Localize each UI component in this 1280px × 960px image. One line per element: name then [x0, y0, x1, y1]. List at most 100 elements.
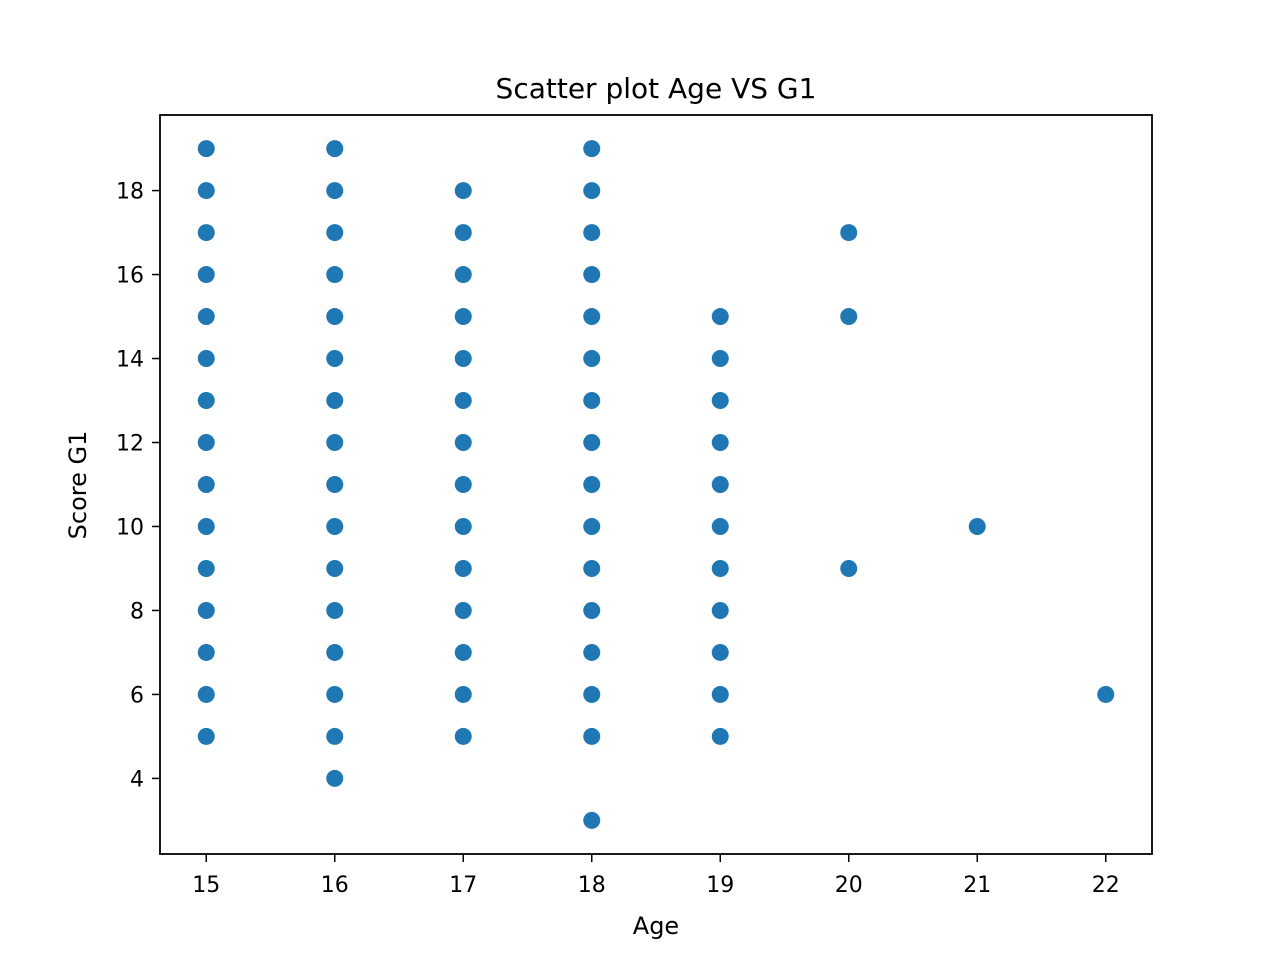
data-point [711, 308, 729, 326]
data-point [583, 434, 601, 452]
y-tick-label: 6 [130, 683, 144, 708]
data-point [326, 517, 344, 535]
y-tick-label: 4 [130, 767, 144, 792]
data-point [197, 727, 215, 745]
data-point [197, 476, 215, 493]
data-point [326, 434, 344, 452]
data-point [326, 392, 344, 410]
data-point [583, 140, 601, 158]
data-point [326, 266, 344, 284]
data-point [326, 308, 344, 326]
x-tick-label: 18 [578, 873, 606, 898]
data-point [583, 392, 601, 410]
data-point [326, 685, 344, 703]
data-point [583, 517, 601, 535]
data-point [454, 685, 472, 703]
data-point [583, 643, 601, 661]
x-tick-label: 15 [192, 873, 220, 898]
data-point [197, 643, 215, 661]
data-point [583, 308, 601, 326]
data-point [197, 224, 215, 242]
data-point [711, 601, 729, 619]
data-point [326, 769, 344, 787]
data-point [326, 140, 344, 158]
data-point [326, 601, 344, 619]
x-axis-label: Age [633, 912, 679, 940]
data-point [583, 224, 601, 242]
chart-title: Scatter plot Age VS G1 [496, 72, 817, 105]
data-point [583, 685, 601, 703]
x-axis: 15 16 17 18 19 20 21 22 [192, 854, 1120, 898]
y-tick-label: 16 [116, 264, 144, 289]
y-tick-label: 14 [116, 348, 144, 373]
data-point [454, 643, 472, 661]
data-point [454, 517, 472, 535]
data-point [583, 476, 601, 493]
data-point [197, 392, 215, 410]
data-point [711, 350, 729, 368]
data-point [454, 434, 472, 452]
data-point [454, 559, 472, 577]
y-tick-label: 12 [116, 432, 144, 457]
plot-area-frame [159, 114, 1153, 855]
data-point [711, 727, 729, 745]
data-point [711, 517, 729, 535]
data-point [583, 350, 601, 368]
data-point [197, 308, 215, 326]
data-point [583, 727, 601, 745]
x-tick-label: 22 [1092, 873, 1120, 898]
data-point [197, 140, 215, 158]
data-point [454, 350, 472, 368]
data-point [968, 517, 986, 535]
data-point [197, 182, 215, 200]
data-point [711, 392, 729, 410]
data-point [326, 224, 344, 242]
data-point [326, 559, 344, 577]
x-tick-label: 21 [963, 873, 991, 898]
y-axis-label: Score G1 [64, 431, 92, 540]
data-point [583, 601, 601, 619]
data-point [840, 308, 858, 326]
data-point [583, 182, 601, 200]
data-point [711, 476, 729, 493]
data-point [454, 224, 472, 242]
data-point [197, 685, 215, 703]
data-point [326, 476, 344, 493]
data-point [583, 811, 601, 829]
data-point [454, 727, 472, 745]
data-point [326, 643, 344, 661]
data-point [454, 601, 472, 619]
y-tick-label: 8 [130, 599, 144, 624]
data-point [197, 350, 215, 368]
data-point [840, 559, 858, 577]
y-tick-label: 18 [116, 180, 144, 205]
data-point [454, 308, 472, 326]
data-point [197, 517, 215, 535]
data-point [454, 392, 472, 410]
data-point [197, 266, 215, 284]
data-point [1097, 685, 1115, 703]
data-point [840, 224, 858, 242]
data-point [454, 182, 472, 200]
y-tick-label: 10 [116, 515, 144, 540]
data-point [711, 643, 729, 661]
data-point [197, 434, 215, 452]
x-tick-label: 16 [321, 873, 349, 898]
data-point [326, 182, 344, 200]
data-point [326, 350, 344, 368]
data-point [197, 601, 215, 619]
x-tick-label: 20 [835, 873, 863, 898]
data-point [454, 266, 472, 284]
x-tick-label: 19 [706, 873, 734, 898]
data-point [711, 685, 729, 703]
data-point [583, 266, 601, 284]
data-point [326, 727, 344, 745]
data-point [711, 434, 729, 452]
y-axis: 4 6 8 10 12 14 16 18 [116, 180, 160, 792]
x-tick-label: 17 [449, 873, 477, 898]
data-point [583, 559, 601, 577]
data-points [197, 140, 1115, 829]
data-point [711, 559, 729, 577]
data-point [454, 476, 472, 493]
